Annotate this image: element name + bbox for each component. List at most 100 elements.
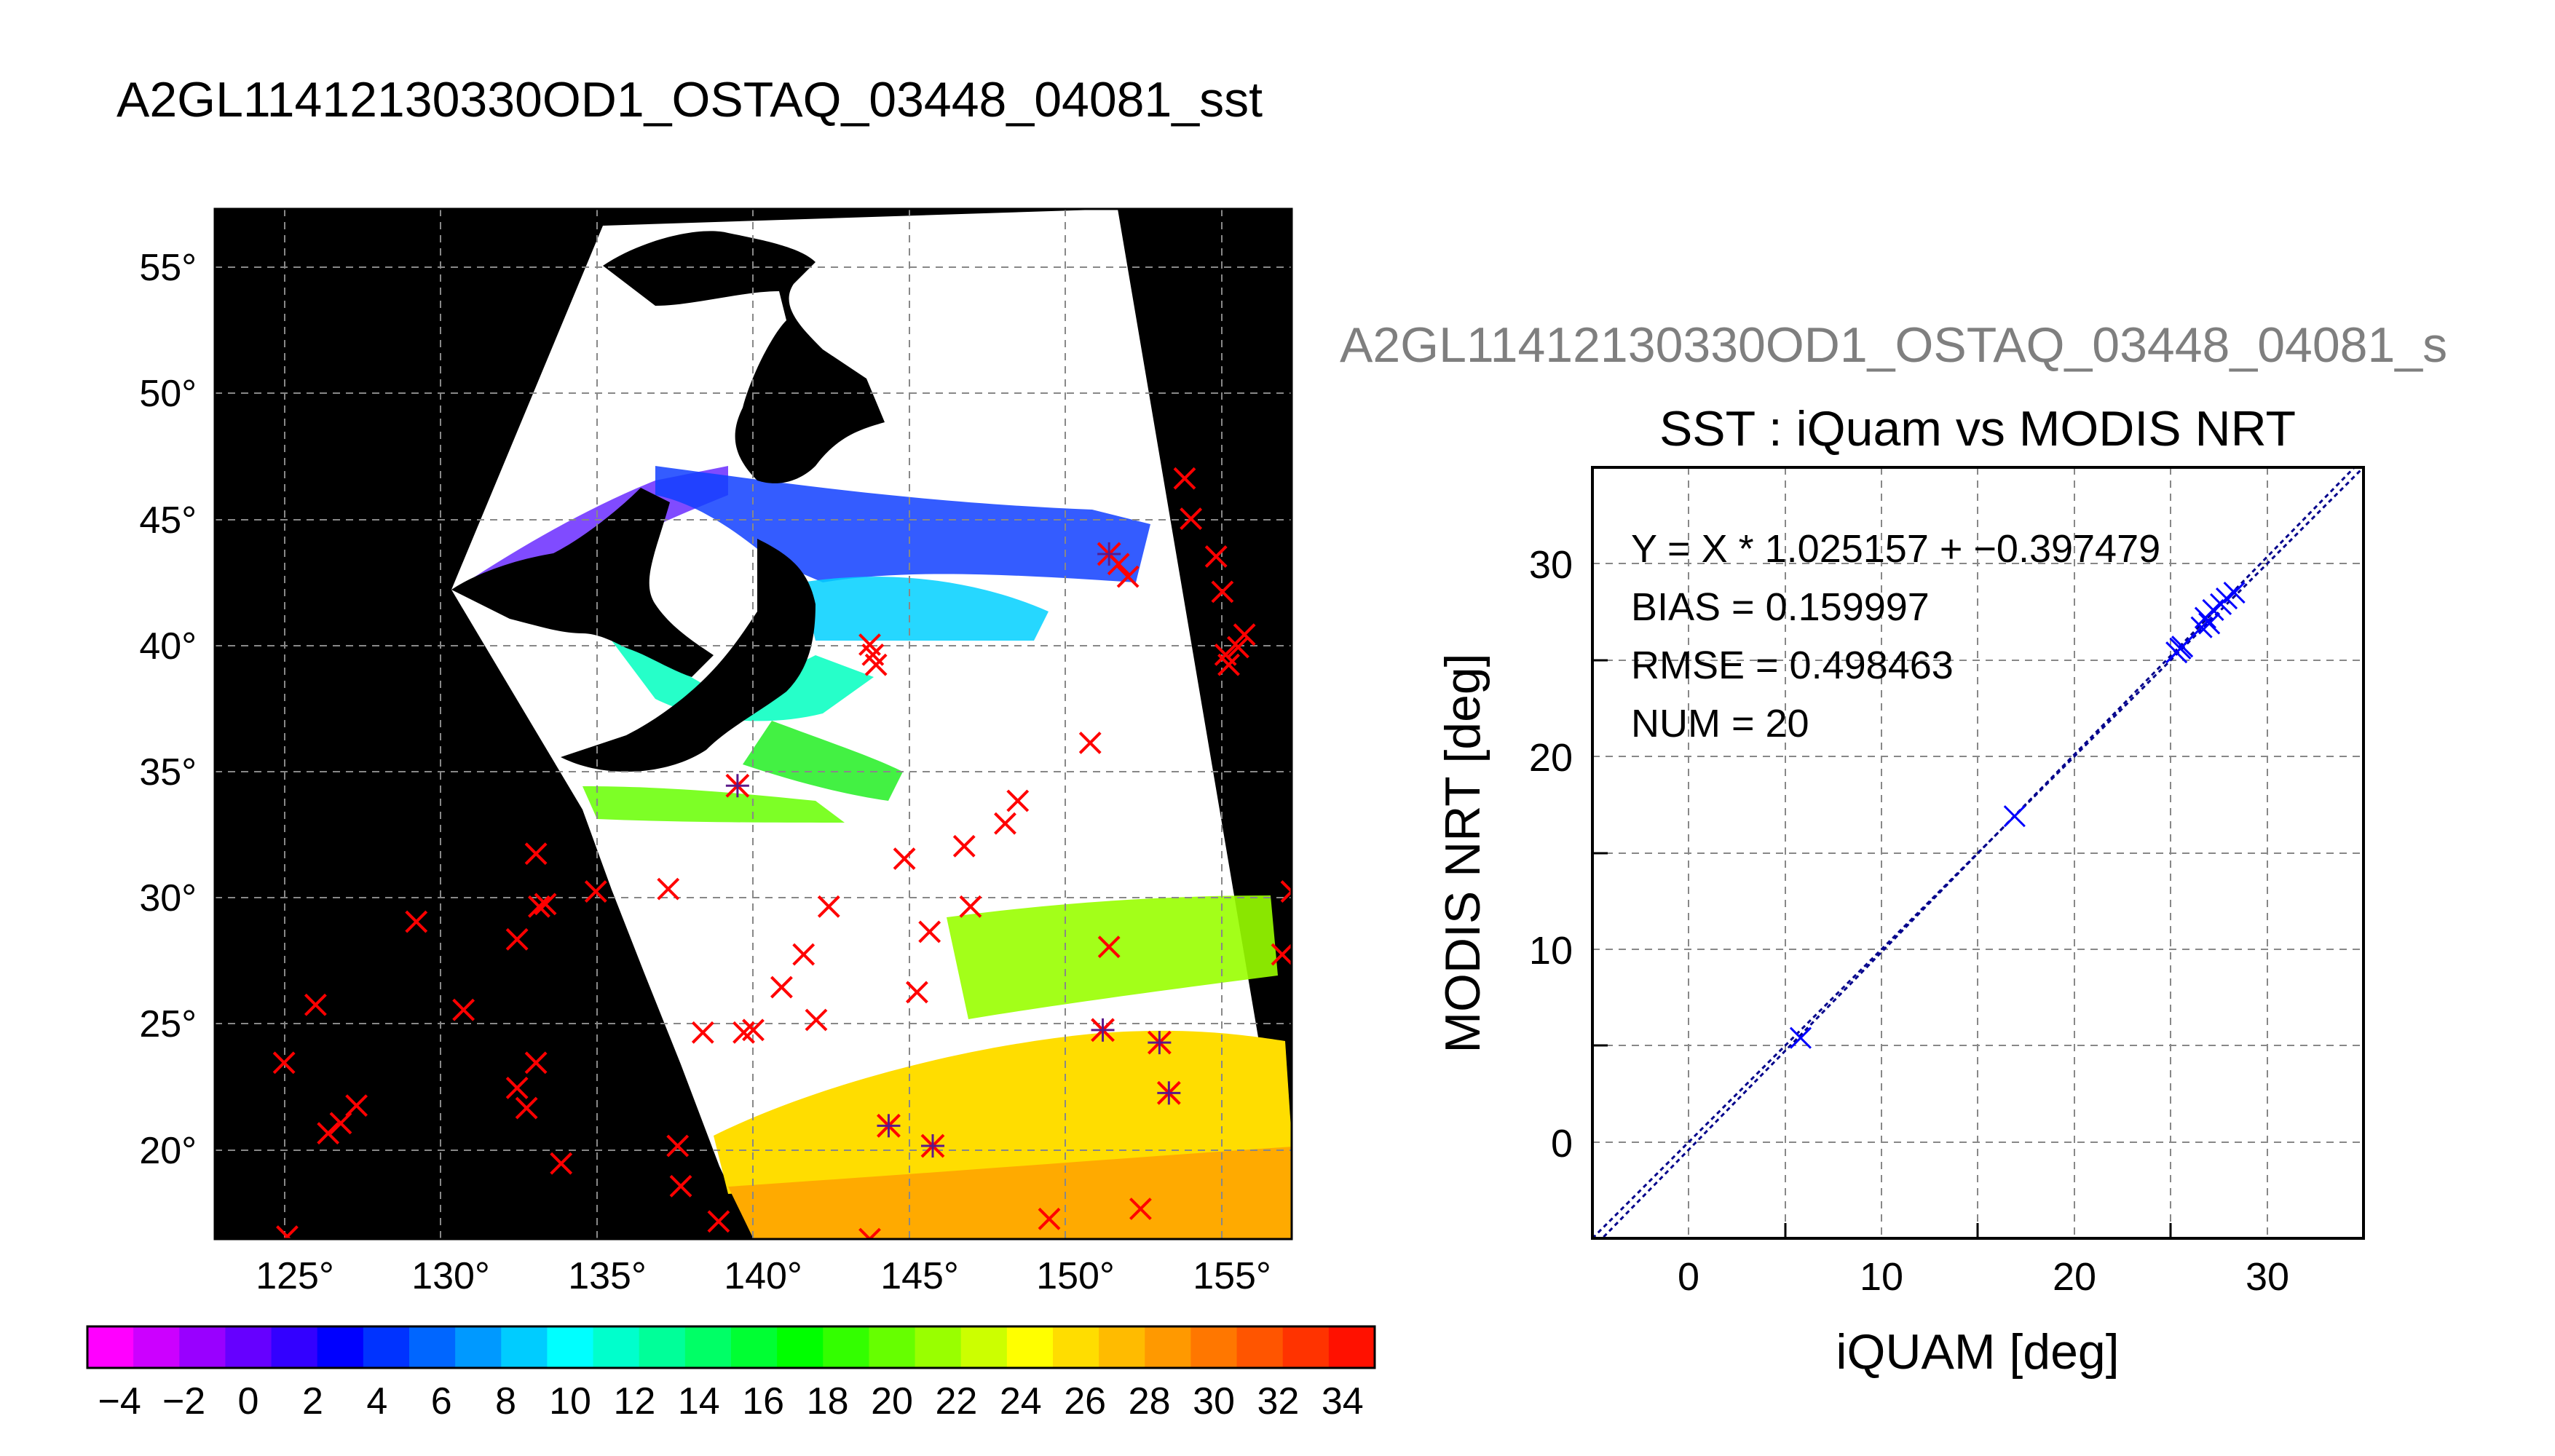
colorbar-cell xyxy=(960,1326,1008,1368)
colorbar-cell xyxy=(271,1326,318,1368)
scatter-panel: A2GL11412130330OD1_OSTAQ_03448_04081_s S… xyxy=(1340,317,2447,1380)
colorbar-tick-label: 0 xyxy=(238,1380,259,1423)
colorbar-tick-label: −4 xyxy=(98,1380,141,1423)
lat-tick-label: 50° xyxy=(139,373,197,415)
map-matchup-marker xyxy=(770,976,793,999)
colorbar-tick-label: 28 xyxy=(1129,1380,1171,1423)
map-matchup-marker xyxy=(1204,545,1228,568)
lon-tick-label: 155° xyxy=(1193,1255,1271,1297)
map-starred-marker xyxy=(1147,1030,1172,1055)
scatter-subtitle: A2GL11412130330OD1_OSTAQ_03448_04081_s xyxy=(1340,317,2447,373)
map-matchup-marker xyxy=(584,880,607,903)
map-matchup-marker xyxy=(1271,943,1292,966)
lat-tick-label: 20° xyxy=(139,1130,197,1172)
map-matchup-marker xyxy=(1217,653,1240,676)
colorbar-cell xyxy=(133,1326,180,1368)
map-matchup-marker xyxy=(1006,789,1030,812)
colorbar-cell xyxy=(179,1326,226,1368)
y-tick-label: 20 xyxy=(1529,736,1573,780)
y-tick-label: 30 xyxy=(1529,543,1573,587)
colorbar-cell xyxy=(593,1326,640,1368)
lat-tick-label: 25° xyxy=(139,1003,197,1045)
scatter-point xyxy=(2171,636,2194,658)
colorbar-cell xyxy=(547,1326,594,1368)
map-starred-marker xyxy=(1091,1018,1115,1042)
colorbar-cell xyxy=(1099,1326,1145,1368)
sst-band-teal xyxy=(612,641,874,721)
lon-tick-label: 150° xyxy=(1036,1255,1115,1297)
map-matchup-marker xyxy=(858,1227,881,1239)
map-matchup-markers xyxy=(272,467,1292,1239)
map-matchup-marker xyxy=(534,893,557,916)
colorbar-tick-label: 4 xyxy=(366,1380,387,1423)
colorbar-cells xyxy=(87,1326,1375,1368)
map-matchup-marker xyxy=(524,1051,548,1075)
scatter-point xyxy=(2003,805,2026,828)
colorbar-tick-label: 10 xyxy=(549,1380,591,1423)
map-matchup-marker xyxy=(707,1210,730,1233)
map-matchup-marker xyxy=(1129,1198,1152,1220)
map-matchup-marker xyxy=(1233,623,1256,646)
colorbar: −4 −2 0 2 4 6 8 10 12 14 16 18 20 22 24 26 28 30 32 34 xyxy=(86,1325,1376,1423)
stats-rmse: RMSE = 0.498463 xyxy=(1631,644,1954,687)
lon-tick-label: 140° xyxy=(724,1255,802,1297)
colorbar-cell xyxy=(87,1326,134,1368)
map-matchup-marker xyxy=(952,834,976,858)
map-matchup-marker xyxy=(742,1018,765,1042)
colorbar-cell xyxy=(684,1326,732,1368)
map-lat-labels: 55° 50° 45° 40° 35° 30° 25° 20° xyxy=(139,247,197,1172)
land-honshu-kyushu xyxy=(561,539,816,772)
map-matchup-marker xyxy=(1173,467,1196,490)
colorbar-frame xyxy=(86,1325,1376,1369)
colorbar-cell xyxy=(317,1326,364,1368)
map-lon-labels: 125° 130° 135° 140° 145° 150° 155° xyxy=(256,1255,1271,1297)
sst-band-cyan xyxy=(801,577,1049,641)
scatter-x-axis-label: iQUAM [deg] xyxy=(1836,1324,2119,1380)
map-matchup-marker xyxy=(864,653,888,676)
lat-tick-label: 55° xyxy=(139,247,197,289)
stats-bias: BIAS = 0.159997 xyxy=(1631,585,1930,629)
map-matchup-marker xyxy=(1180,507,1203,530)
map-matchup-marker xyxy=(792,943,816,966)
map-starred-marker xyxy=(725,773,750,798)
one-to-one-line xyxy=(1592,467,2364,1238)
sst-map-panel: 55° 50° 45° 40° 35° 30° 25° 20° 125° 130… xyxy=(139,207,1293,1297)
colorbar-tick-label: 20 xyxy=(871,1380,913,1423)
colorbar-tick-label: 32 xyxy=(1257,1380,1299,1423)
colorbar-tick-label: 14 xyxy=(678,1380,720,1423)
colorbar-tick-label: 18 xyxy=(807,1380,849,1423)
colorbar-tick-label: 16 xyxy=(742,1380,784,1423)
x-tick-label: 20 xyxy=(2053,1255,2096,1299)
colorbar-tick-label: 6 xyxy=(431,1380,452,1423)
colorbar-tick-label: 24 xyxy=(1000,1380,1042,1423)
lat-tick-label: 35° xyxy=(139,751,197,794)
colorbar-cell xyxy=(409,1326,456,1368)
land-masses xyxy=(451,231,885,772)
map-matchup-marker xyxy=(304,993,327,1016)
map-matchup-marker xyxy=(893,847,916,871)
scatter-y-ticks: 0 10 20 30 xyxy=(1529,543,1573,1166)
scatter-point xyxy=(2223,582,2246,604)
land-korea-mainland xyxy=(451,488,714,677)
map-matchup-marker xyxy=(959,895,982,918)
map-matchup-marker xyxy=(405,910,428,933)
y-tick-label: 10 xyxy=(1529,929,1573,973)
colorbar-tick-label: 22 xyxy=(935,1380,977,1423)
map-matchup-marker xyxy=(666,1134,690,1158)
colorbar-tick-label: 2 xyxy=(302,1380,323,1423)
scatter-title: SST : iQuam vs MODIS NRT xyxy=(1659,401,2296,456)
colorbar-cell xyxy=(363,1326,410,1368)
map-matchup-marker xyxy=(528,895,550,918)
stats-num: NUM = 20 xyxy=(1631,702,1809,745)
scatter-stats: Y = X * 1.025157 + −0.397479 BIAS = 0.15… xyxy=(1631,527,2160,745)
map-matchup-marker xyxy=(1097,935,1121,959)
sst-band-green xyxy=(743,721,903,801)
colorbar-cell xyxy=(1282,1326,1330,1368)
map-matchup-marker xyxy=(550,1152,573,1175)
map-matchup-marker xyxy=(669,1174,692,1198)
sst-band-yellow xyxy=(714,1030,1292,1194)
scatter-points xyxy=(1789,582,2246,1049)
map-starred-marker xyxy=(877,1113,901,1138)
sst-band-orange xyxy=(728,1147,1292,1239)
